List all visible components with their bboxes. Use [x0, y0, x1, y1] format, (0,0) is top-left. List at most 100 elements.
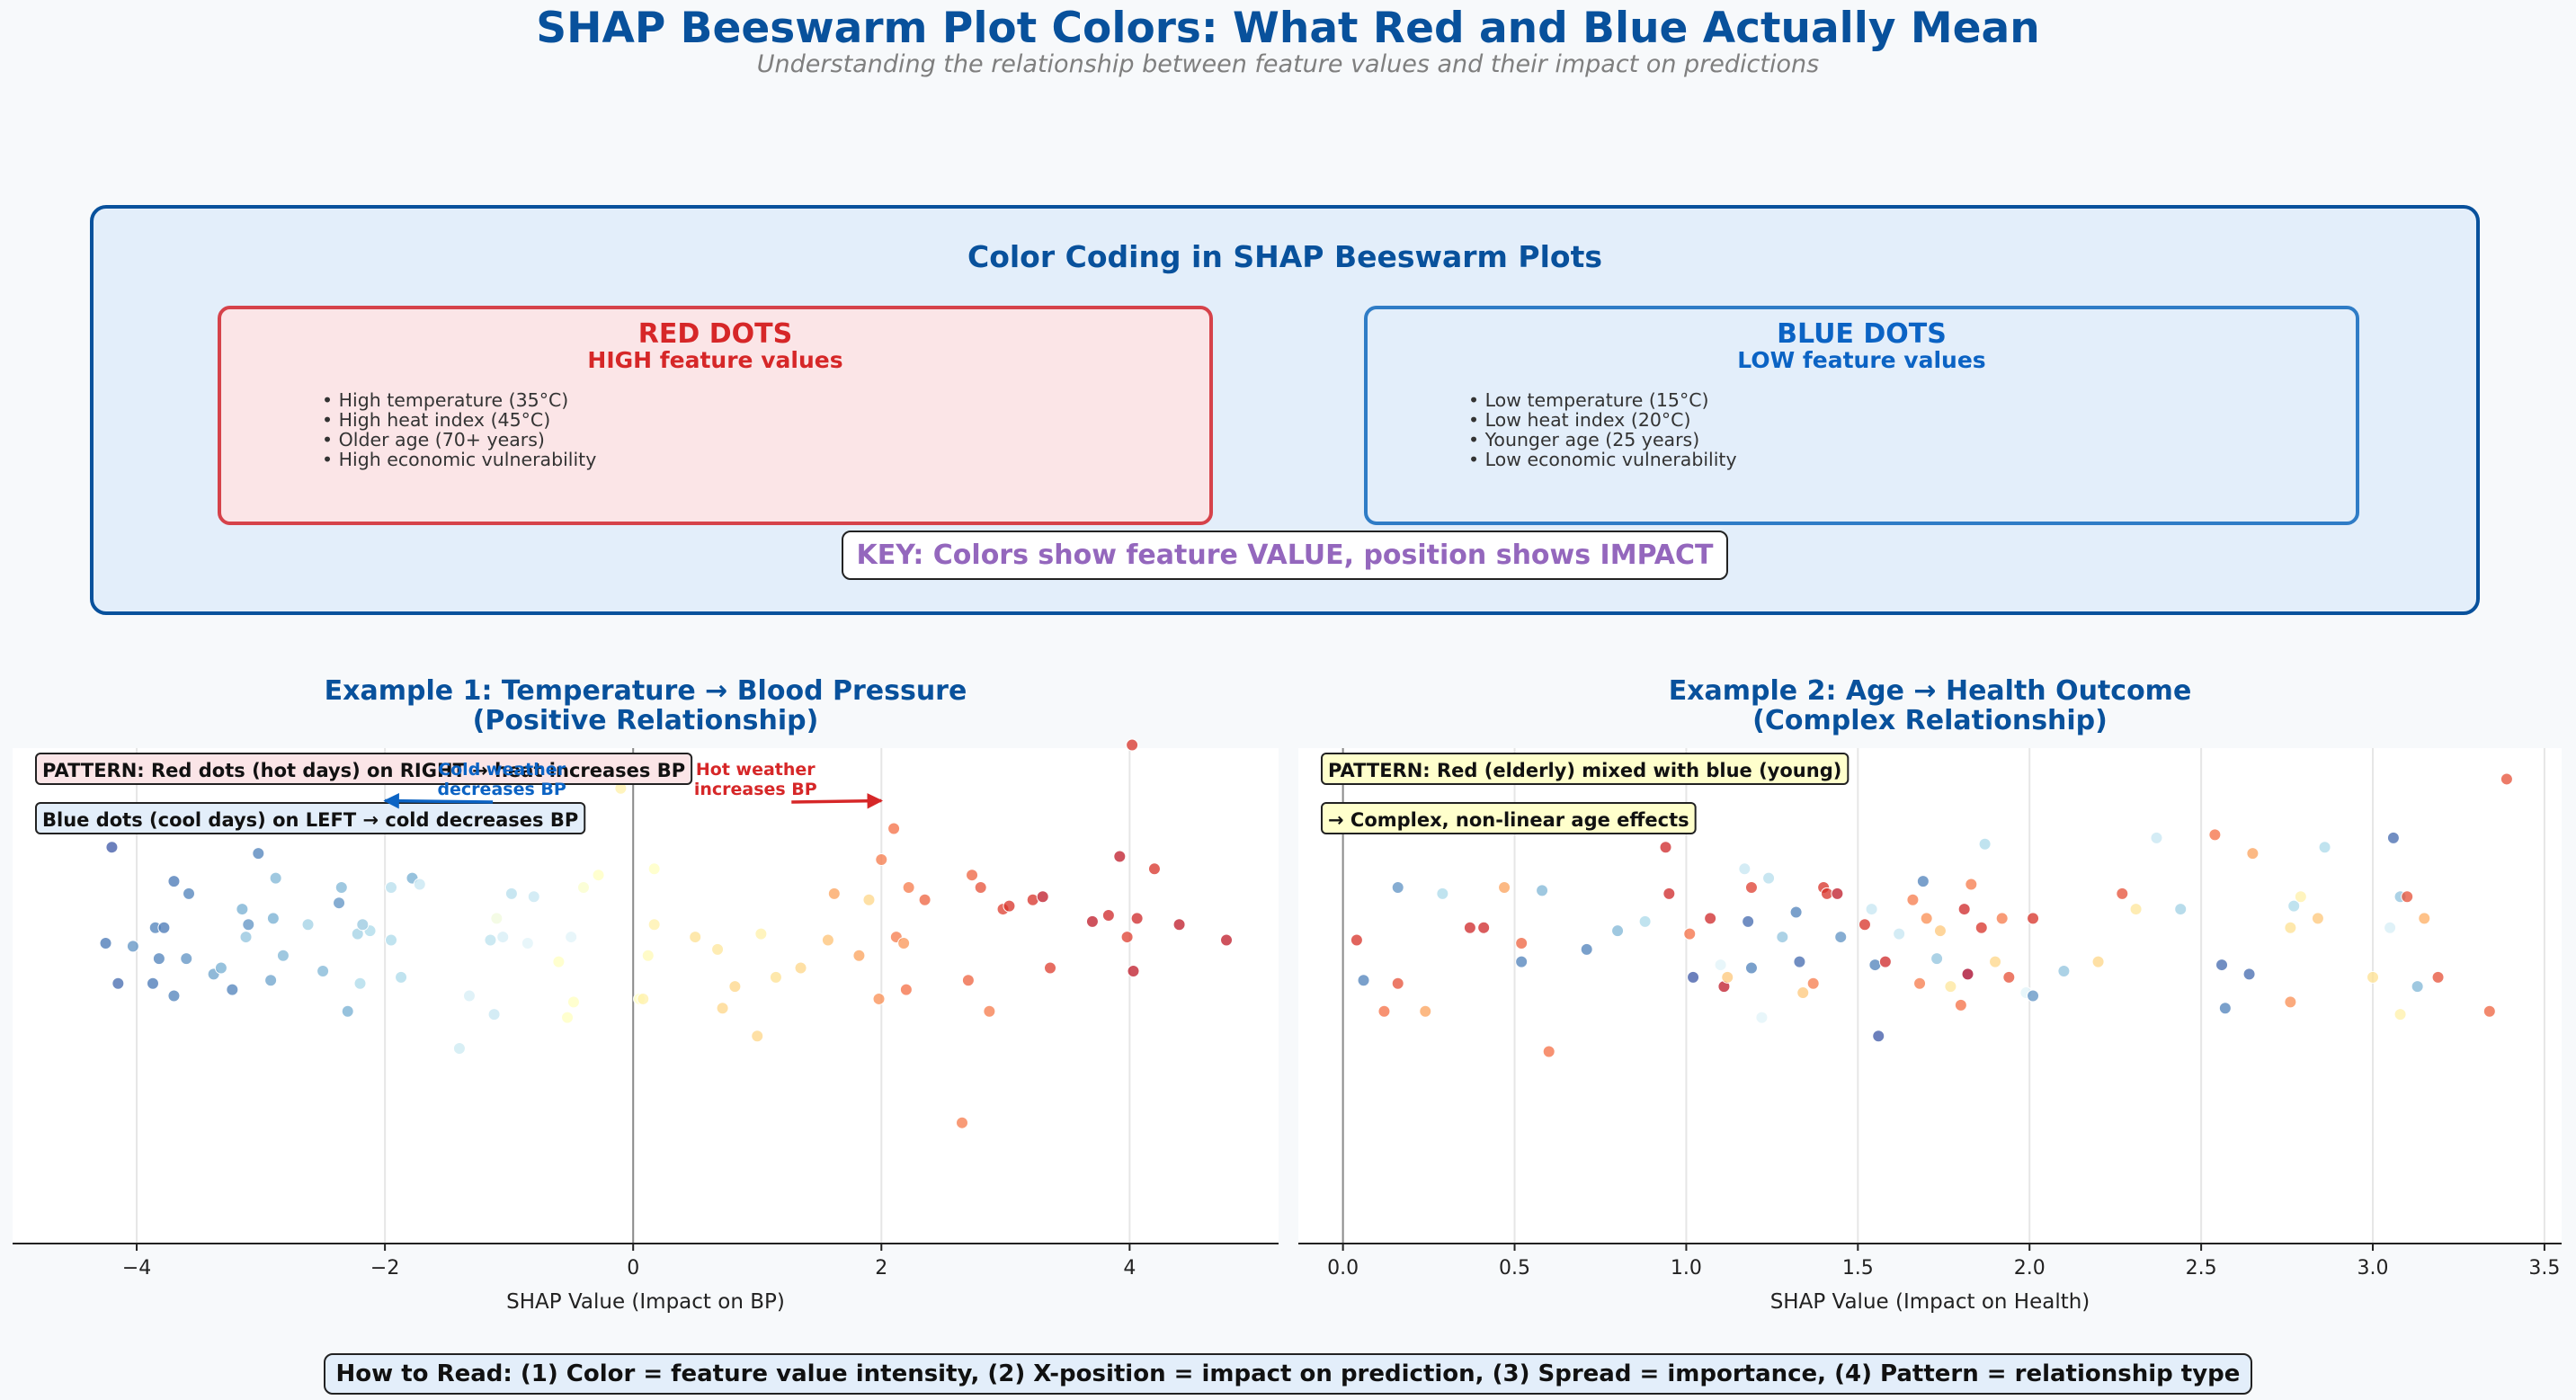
- chart1-data-point: [647, 862, 661, 876]
- chart2-x-tick-label: 0.5: [1499, 1257, 1530, 1280]
- chart1-data-point: [751, 1030, 764, 1043]
- chart1-data-point: [99, 936, 112, 950]
- chart1-pattern-note-box: [35, 753, 693, 785]
- chart1-data-point: [794, 961, 807, 975]
- chart1-x-tick-label: −4: [122, 1257, 151, 1280]
- chart2-data-point: [1878, 955, 1892, 968]
- chart2-data-point: [1965, 878, 1978, 891]
- page-title: SHAP Beeswarm Plot Colors: What Red and …: [536, 4, 2040, 53]
- chart2-data-point: [1762, 871, 1776, 885]
- chart1-data-point: [180, 952, 193, 966]
- chart2-data-point: [2500, 772, 2513, 786]
- chart1-arrow-annotation: Cold weather decreases BP: [437, 760, 566, 799]
- chart1-data-point: [126, 940, 139, 953]
- chart1-data-point: [1147, 862, 1161, 876]
- chart1-data-point: [413, 878, 426, 891]
- how-to-read-text: How to Read: (1) Color = feature value i…: [323, 1353, 2253, 1395]
- blue-dots-item: • Low economic vulnerability: [1468, 449, 1737, 470]
- chart2-data-point: [1954, 998, 1967, 1012]
- chart2-data-point: [2284, 921, 2297, 934]
- chart1-data-point: [647, 918, 661, 932]
- chart2-data-point: [1498, 880, 1511, 894]
- chart1-data-point: [875, 852, 888, 866]
- red-dots-title: RED DOTS: [637, 318, 793, 350]
- chart1-data-point: [214, 961, 227, 975]
- red-dots-box: RED DOTS HIGH feature values • High temp…: [218, 306, 1213, 525]
- chart2-x-tick-label: 0.0: [1327, 1257, 1359, 1280]
- chart1-data-point: [266, 912, 280, 925]
- chart1-data-point: [395, 970, 408, 984]
- chart2-data-point: [2057, 964, 2071, 977]
- chart2-data-point: [1796, 986, 1810, 1000]
- chart1-pattern-note-box: [35, 802, 586, 834]
- chart1-data-point: [484, 933, 497, 947]
- chart2-data-point: [2150, 831, 2163, 844]
- chart1-data-point: [226, 983, 239, 996]
- chart2-data-point: [1611, 924, 1625, 938]
- chart2-data-point: [2386, 831, 2400, 844]
- blue-dots-item: • Younger age (25 years): [1468, 429, 1700, 450]
- chart2-data-point: [2174, 903, 2188, 916]
- chart2-data-point: [1683, 927, 1697, 941]
- chart2-data-point: [1704, 912, 1717, 925]
- chart2-data-point: [2091, 955, 2105, 968]
- chart1-data-point: [637, 992, 650, 1005]
- chart1-data-point: [341, 1004, 354, 1018]
- chart2-data-point: [1580, 942, 1593, 956]
- chart2-data-point: [1659, 841, 1672, 854]
- chart1-data-point: [1127, 964, 1140, 977]
- chart1-data-point: [239, 931, 253, 944]
- chart2-x-tick-label: 2.0: [2014, 1257, 2046, 1280]
- chart1-data-point: [728, 980, 742, 994]
- chart1-data-point: [897, 936, 911, 950]
- red-dots-item: • High heat index (45°C): [322, 409, 551, 431]
- chart1-data-point: [490, 912, 504, 925]
- chart2-data-point: [2027, 912, 2040, 925]
- chart1-data-point: [689, 931, 702, 944]
- chart1-data-point: [902, 880, 915, 894]
- chart1-data-point: [316, 964, 330, 977]
- chart2-data-point: [1916, 875, 1930, 888]
- chart2-data-point: [1391, 976, 1404, 990]
- chart2-data-point: [2218, 1002, 2232, 1015]
- chart2-data-point: [2027, 989, 2040, 1003]
- chart2-data-point: [1865, 903, 1878, 916]
- chart1-x-tick-label: 4: [1123, 1257, 1136, 1280]
- chart2-pattern-note-box: [1321, 802, 1697, 834]
- chart2-data-point: [2246, 847, 2260, 861]
- chart2-data-point: [2318, 841, 2331, 854]
- blue-dots-title: BLUE DOTS: [1777, 318, 1947, 350]
- chart2-data-point: [1662, 887, 1676, 900]
- chart2-data-point: [1357, 974, 1370, 987]
- example2-title: Example 2: Age → Health Outcome (Complex…: [1298, 676, 2562, 736]
- chart2-data-point: [1944, 980, 1957, 994]
- chart1-data-point: [157, 921, 171, 934]
- chart1-data-point: [167, 875, 181, 888]
- chart2-data-point: [2294, 890, 2307, 904]
- chart1-data-point: [966, 869, 979, 882]
- chart2-data-point: [1350, 933, 1363, 947]
- red-dots-item: • Older age (70+ years): [322, 429, 545, 450]
- chart2-data-point: [2284, 995, 2297, 1009]
- chart2-data-point: [1744, 880, 1758, 894]
- chart1-data-point: [301, 918, 315, 932]
- chart2-data-point: [2482, 1004, 2496, 1018]
- chart2-data-point: [2208, 828, 2222, 842]
- chart2-data-point: [2215, 959, 2229, 972]
- chart2-data-point: [1515, 936, 1529, 950]
- legend-panel-title: Color Coding in SHAP Beeswarm Plots: [967, 239, 1602, 274]
- example1-title: Example 1: Temperature → Blood Pressure …: [13, 676, 1279, 736]
- chart2-data-point: [1515, 955, 1529, 968]
- red-dots-item: • High temperature (35°C): [322, 389, 569, 411]
- chart2-data-point: [1744, 961, 1758, 975]
- chart2-data-point: [1834, 931, 1848, 944]
- chart2-data-point: [1906, 893, 1920, 906]
- chart1-data-point: [242, 918, 255, 932]
- chart1-x-axis-label: SHAP Value (Impact on BP): [506, 1290, 785, 1314]
- chart2-data-point: [1957, 903, 1971, 916]
- color-legend-panel: Color Coding in SHAP Beeswarm Plots RED …: [90, 205, 2480, 615]
- chart1-pattern-note-text: Blue dots (cool days) on LEFT → cold dec…: [42, 809, 578, 831]
- chart2-data-point: [1638, 914, 1652, 928]
- chart1-data-point: [1126, 738, 1139, 752]
- chart1-data-point: [487, 1008, 501, 1021]
